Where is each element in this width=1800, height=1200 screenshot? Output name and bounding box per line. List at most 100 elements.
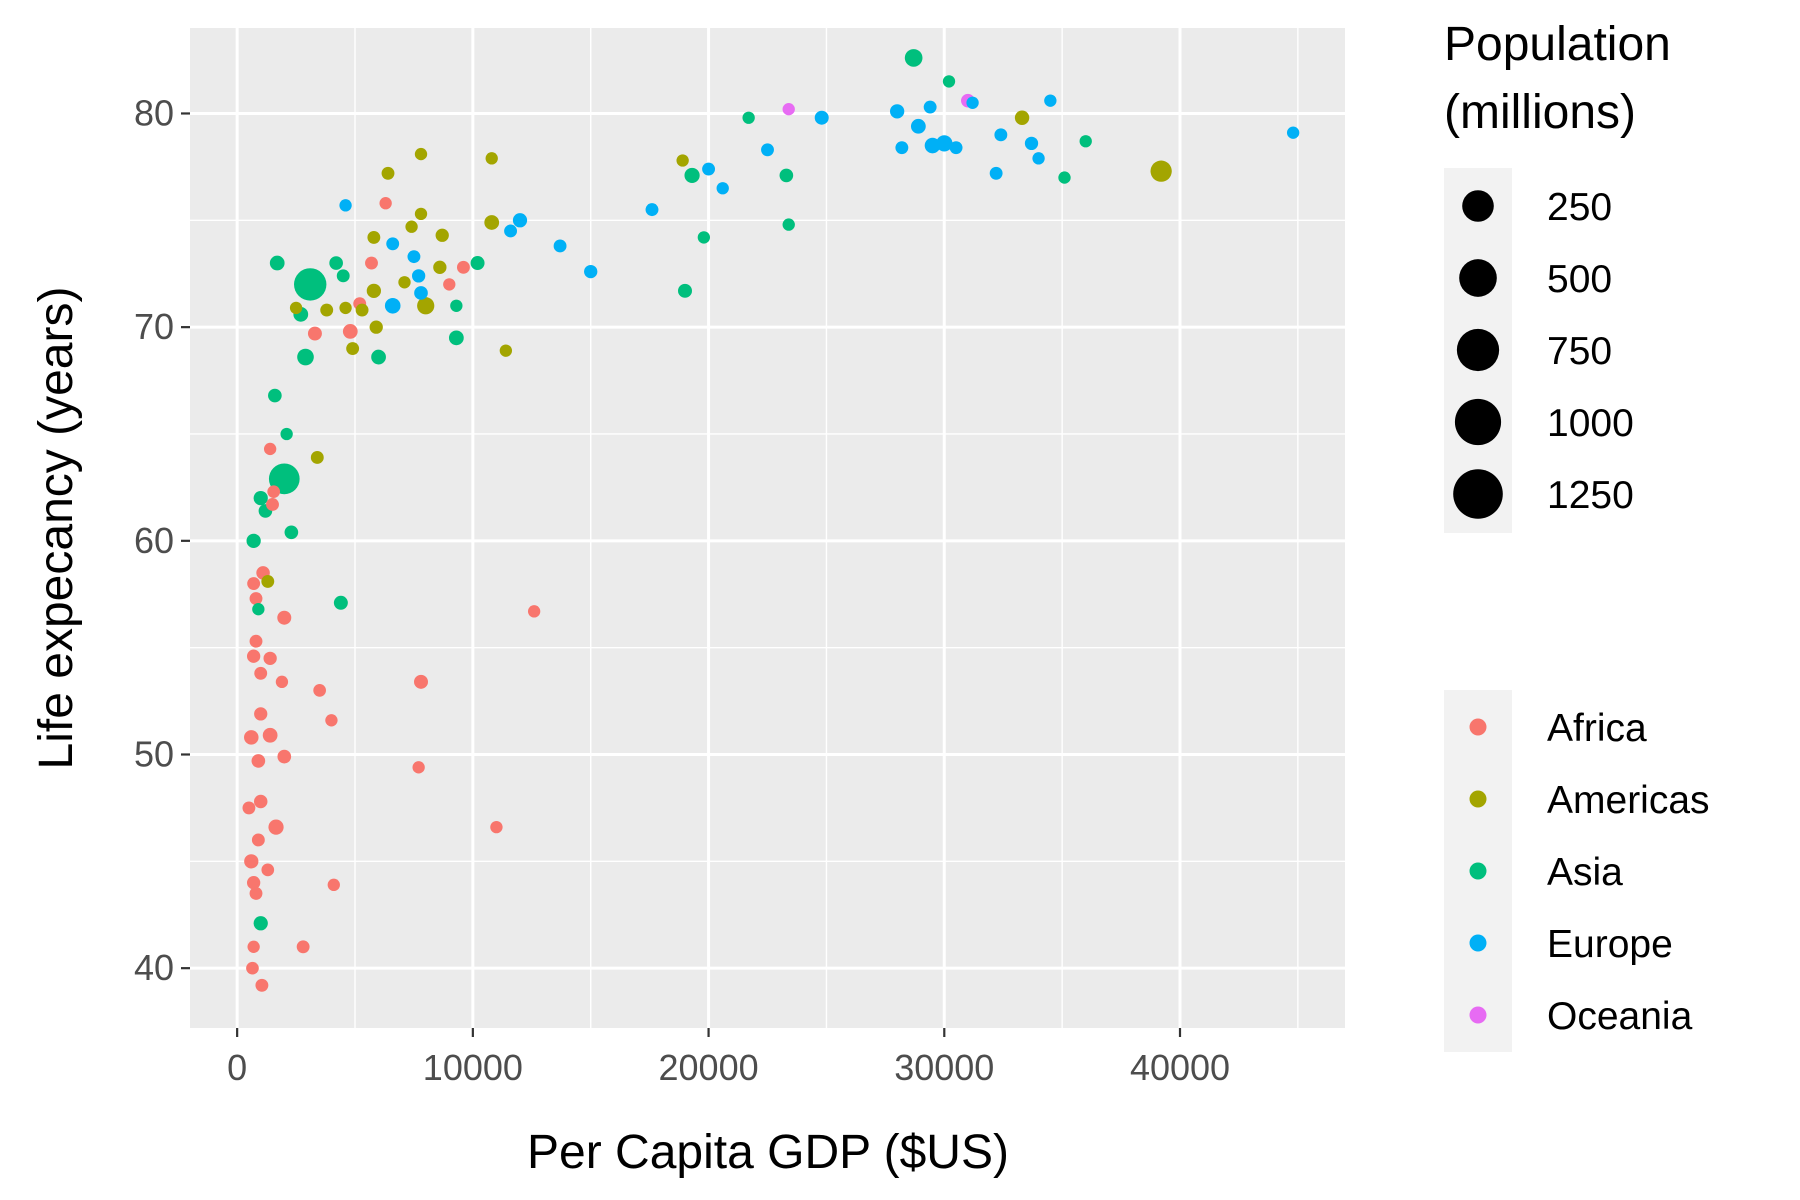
data-point-asia <box>284 525 299 540</box>
data-point-asia <box>336 269 350 283</box>
data-point-africa <box>246 649 261 663</box>
data-point-europe <box>414 286 428 300</box>
y-tick-label: 40 <box>134 947 174 988</box>
data-point-africa <box>249 592 263 605</box>
data-point-africa <box>244 854 259 869</box>
data-point-africa <box>327 878 340 892</box>
data-point-europe <box>890 104 905 119</box>
data-point-africa <box>365 256 378 270</box>
size-legend-label: 750 <box>1547 330 1612 373</box>
data-point-americas <box>1014 110 1030 125</box>
data-point-europe <box>1286 126 1300 139</box>
data-point-asia <box>297 348 314 366</box>
size-legend-items: 250 500 750 1000 1250 <box>1453 186 1634 519</box>
data-point-americas <box>435 228 449 242</box>
x-tick-label: 30000 <box>894 1047 994 1088</box>
color-legend-label: Europe <box>1547 923 1673 966</box>
data-point-europe <box>702 162 716 176</box>
data-point-americas <box>355 303 369 317</box>
y-tick-label: 50 <box>134 733 174 774</box>
data-point-asia <box>269 255 285 271</box>
data-point-americas <box>398 276 411 289</box>
data-point-africa <box>242 801 256 815</box>
color-legend: Africa Americas Asia Europe Oceania <box>1444 690 1710 1052</box>
size-legend-label: 500 <box>1547 258 1612 301</box>
color-legend-label: Asia <box>1547 851 1623 894</box>
data-point-americas <box>414 147 428 161</box>
size-legend: Population (millions) 250 500 750 1000 1250 <box>1444 18 1671 533</box>
data-point-americas <box>320 303 334 317</box>
data-point-americas <box>367 230 381 244</box>
data-point-asia <box>294 268 327 301</box>
data-point-africa <box>246 876 261 890</box>
data-point-africa <box>325 714 338 727</box>
data-point-africa <box>261 863 275 877</box>
data-point-europe <box>512 213 528 228</box>
data-point-americas <box>339 301 352 315</box>
data-point-africa <box>254 707 268 721</box>
data-point-africa <box>277 749 292 764</box>
y-axis-ticks: 40 50 60 70 80 <box>134 92 190 988</box>
data-point-americas <box>485 152 498 165</box>
data-point-americas <box>289 301 303 315</box>
data-point-africa <box>249 886 263 900</box>
x-tick-label: 20000 <box>659 1047 759 1088</box>
data-point-africa <box>379 197 392 210</box>
data-point-africa <box>456 260 470 274</box>
data-point-africa <box>443 278 456 291</box>
data-point-europe <box>814 110 829 125</box>
data-point-africa <box>244 730 259 745</box>
data-point-asia <box>782 218 795 231</box>
y-tick-label: 60 <box>134 520 174 561</box>
data-point-asia <box>448 330 464 346</box>
data-point-africa <box>277 610 292 625</box>
color-legend-label: Africa <box>1547 707 1647 750</box>
data-point-europe <box>895 141 909 155</box>
size-legend-title-line2: (millions) <box>1444 86 1636 139</box>
x-axis-ticks: 0 10000 20000 30000 40000 <box>227 1028 1230 1088</box>
data-point-asia <box>268 388 282 403</box>
data-point-asia <box>904 49 923 67</box>
data-point-europe <box>936 135 953 152</box>
data-points <box>242 49 1300 992</box>
data-point-asia <box>684 167 700 184</box>
data-point-europe <box>1032 152 1045 165</box>
size-legend-label: 250 <box>1547 186 1612 229</box>
data-point-africa <box>414 674 428 689</box>
data-point-americas <box>381 166 395 180</box>
size-legend-key <box>1459 259 1497 297</box>
data-point-asia <box>253 916 268 931</box>
data-point-africa <box>262 727 278 743</box>
data-point-africa <box>263 442 277 456</box>
data-point-europe <box>923 100 937 114</box>
data-point-africa <box>247 940 260 953</box>
data-point-europe <box>924 137 941 154</box>
y-axis-title: Life expecancy (years) <box>30 287 83 770</box>
data-point-americas <box>433 260 447 274</box>
size-legend-label: 1250 <box>1547 474 1634 517</box>
data-point-africa <box>263 651 277 665</box>
data-point-europe <box>1024 136 1039 151</box>
color-legend-key <box>1469 718 1487 736</box>
data-point-africa <box>342 324 358 339</box>
data-point-europe <box>411 269 426 283</box>
color-legend-items: Africa Americas Asia Europe Oceania <box>1469 707 1710 1038</box>
data-point-europe <box>339 199 352 212</box>
data-point-africa <box>268 819 284 835</box>
color-legend-key <box>1469 934 1487 952</box>
data-point-africa <box>247 577 261 590</box>
data-point-asia <box>779 168 794 183</box>
data-point-africa <box>253 794 268 809</box>
data-point-africa <box>527 605 541 618</box>
data-point-europe <box>910 118 926 134</box>
data-point-asia <box>253 490 268 506</box>
data-point-americas <box>405 220 418 233</box>
color-legend-key <box>1469 862 1487 880</box>
color-legend-key <box>1469 1006 1487 1024</box>
data-point-africa <box>307 326 322 341</box>
data-point-europe <box>645 203 659 217</box>
data-point-americas <box>1150 160 1172 182</box>
x-tick-label: 10000 <box>423 1047 523 1088</box>
data-point-africa <box>254 666 268 680</box>
data-point-africa <box>490 820 503 834</box>
